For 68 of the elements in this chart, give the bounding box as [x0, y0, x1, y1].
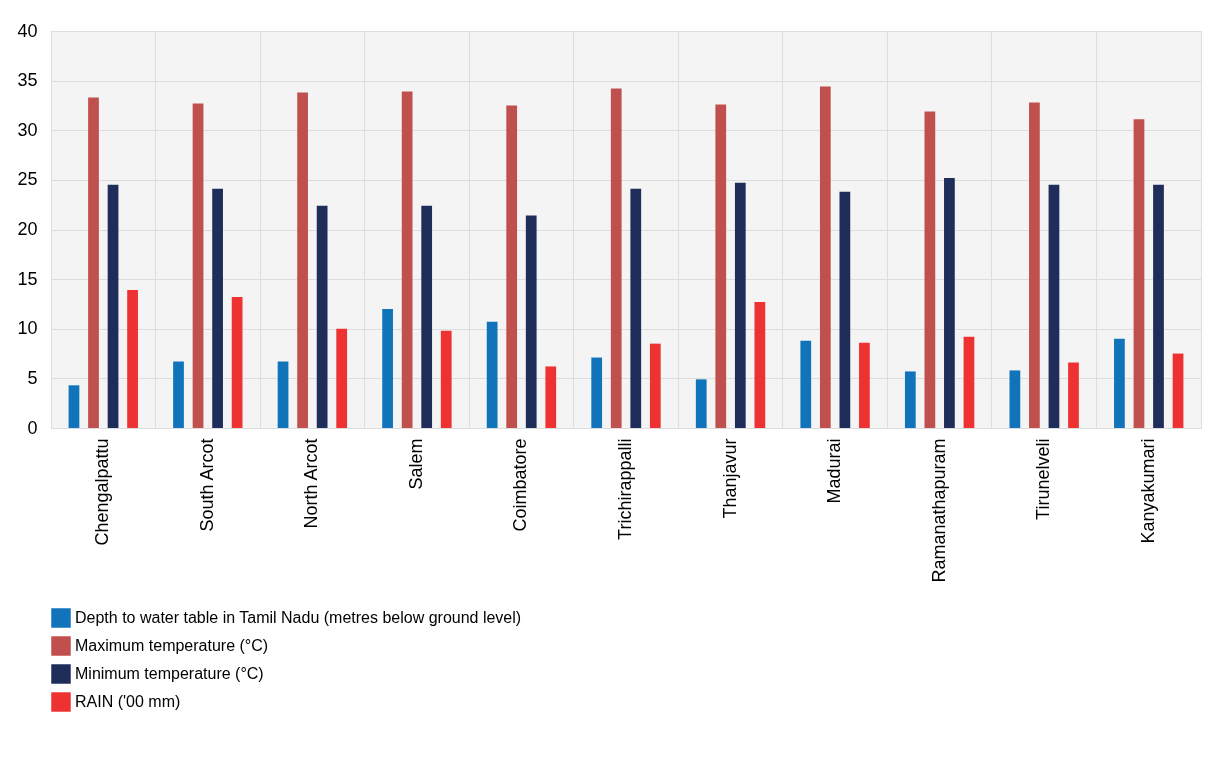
legend-label: Maximum temperature (°C): [75, 637, 269, 654]
bar: [277, 361, 289, 428]
bar: [545, 366, 557, 428]
bar: [382, 308, 393, 428]
bar: [231, 296, 243, 428]
bar: [107, 184, 119, 428]
bar: [904, 371, 916, 428]
bar: [649, 343, 661, 428]
bar: [525, 215, 537, 428]
bar: [839, 191, 851, 428]
bar: [127, 290, 138, 428]
bar: [1068, 362, 1079, 428]
bar: [401, 91, 413, 428]
y-tick-label: 35: [17, 70, 38, 91]
bar: [421, 205, 433, 428]
x-tick-label: Madurai: [824, 438, 845, 504]
bar: [336, 328, 348, 428]
x-tick-label: South Arcot: [196, 438, 217, 532]
bar: [734, 182, 746, 428]
bar: [800, 340, 812, 428]
bar: [1009, 370, 1021, 428]
x-tick-label: Chengalpattu: [92, 438, 113, 546]
x-tick-label: Trichirappalli: [615, 438, 635, 540]
y-tick-label: 25: [17, 169, 38, 190]
legend-label: Minimum temperature (°C): [75, 665, 264, 682]
y-tick-label: 20: [17, 219, 38, 239]
bar: [591, 357, 603, 428]
x-tick-label: Salem: [405, 438, 426, 490]
bar: [819, 86, 831, 428]
bar: [1114, 338, 1125, 428]
bar: [1029, 102, 1040, 428]
x-tick-label: Kanyakumari: [1137, 438, 1158, 544]
bar: [1133, 119, 1145, 428]
legend-label: Depth to water table in Tamil Nadu (metres below ground level): [75, 609, 522, 626]
bar: [715, 104, 727, 428]
x-tick-label: Thanjavur: [719, 438, 740, 519]
y-tick-label: 0: [27, 417, 38, 438]
bar: [754, 301, 766, 428]
bar: [440, 330, 452, 428]
bar: [1048, 184, 1060, 428]
bar: [68, 385, 80, 428]
y-tick-label: 10: [17, 318, 38, 339]
y-tick-label: 15: [17, 268, 38, 289]
x-tick-label: Coimbatore: [510, 438, 531, 532]
y-tick-label: 30: [17, 119, 38, 140]
x-tick-label: North Arcot: [301, 438, 322, 529]
bar: [963, 336, 975, 428]
y-tick-label: 40: [17, 20, 38, 41]
x-tick-label: Ramanathapuram: [928, 438, 949, 583]
bar: [316, 205, 328, 428]
bar: [173, 361, 184, 428]
bar: [944, 177, 955, 428]
bar: [630, 188, 642, 428]
bar: [506, 105, 518, 428]
bar: [486, 321, 498, 428]
bar: [88, 97, 99, 428]
bar: [297, 92, 308, 428]
x-tick-label: Tirunelveli: [1033, 438, 1054, 520]
bar: [212, 188, 223, 428]
bar: [192, 103, 204, 428]
y-tick-label: 5: [27, 367, 38, 388]
bar: [859, 342, 870, 428]
legend-label: RAIN ('00 mm): [75, 693, 181, 710]
bar: [695, 379, 707, 428]
bar: [924, 111, 936, 428]
bar: [610, 88, 622, 428]
bar: [1172, 353, 1184, 428]
bar: [1153, 184, 1164, 428]
